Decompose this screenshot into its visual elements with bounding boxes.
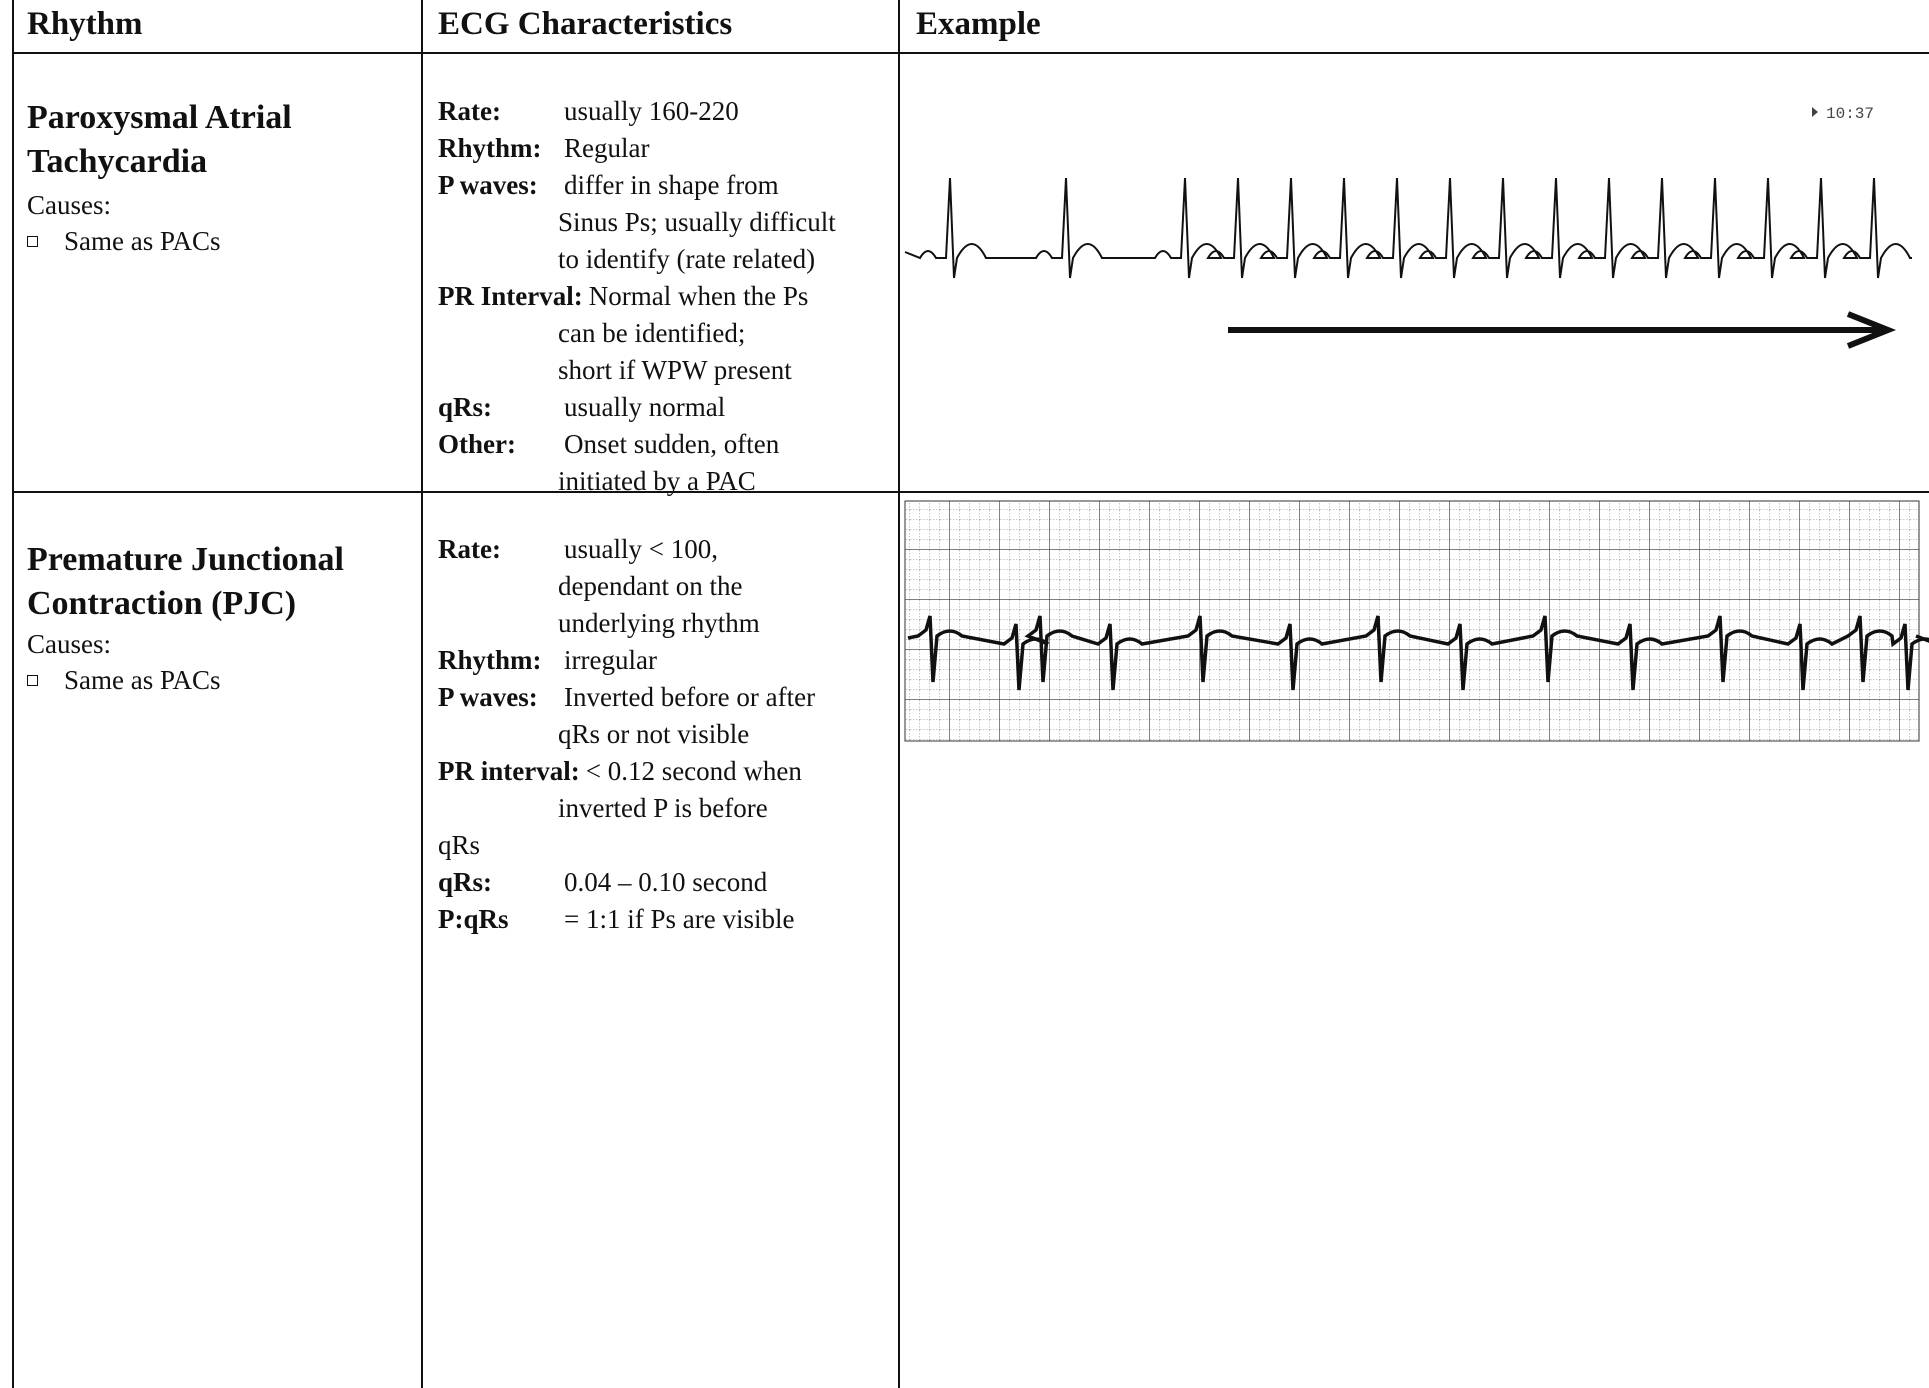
timestamp: 10:37	[1826, 105, 1874, 123]
icon	[1812, 107, 1818, 117]
ecg-trace	[905, 178, 1912, 278]
ecg-examples: 10:37	[0, 0, 1929, 1388]
ecg-grid	[905, 501, 1919, 741]
page: Rhythm ECG Characteristics Example Parox…	[0, 0, 1929, 1388]
